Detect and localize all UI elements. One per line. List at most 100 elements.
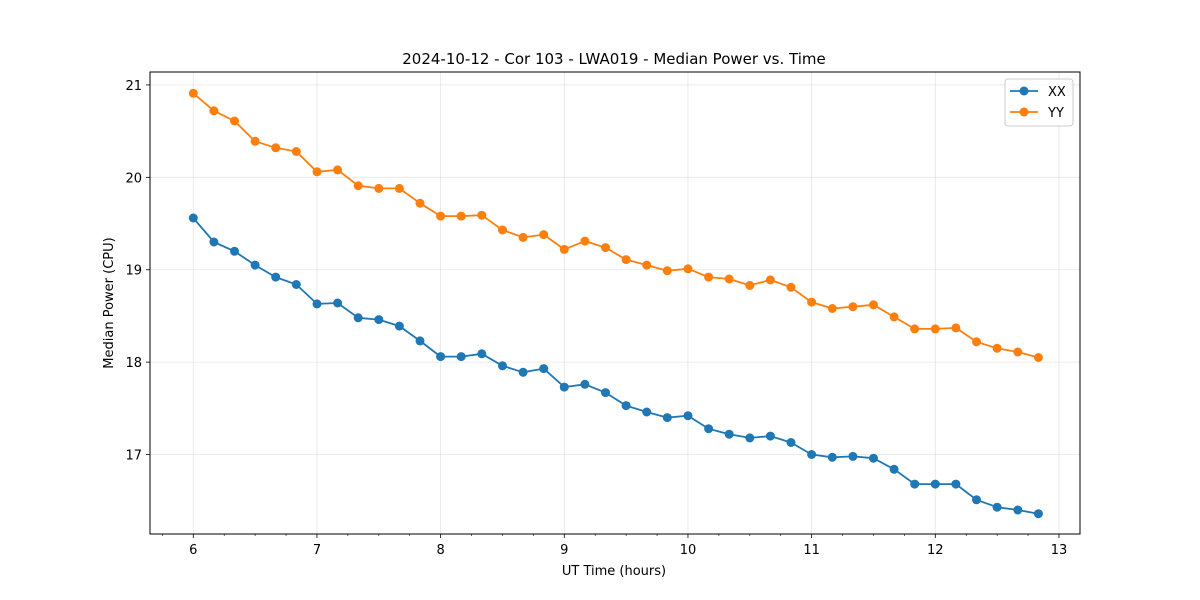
data-point-xx <box>230 246 239 256</box>
data-point-xx <box>889 464 899 474</box>
y-tick-label: 18 <box>125 356 142 371</box>
y-axis-title: Median Power (CPU) <box>102 237 117 368</box>
x-axis-title: UT Time (hours) <box>562 564 666 579</box>
data-point-xx <box>724 429 734 439</box>
data-point-yy <box>271 143 281 153</box>
data-point-yy <box>374 183 384 193</box>
data-point-yy <box>951 323 961 333</box>
data-point-xx <box>972 495 981 505</box>
data-point-yy <box>910 324 920 334</box>
data-point-yy <box>889 312 899 322</box>
data-point-yy <box>745 280 755 290</box>
data-point-xx <box>951 479 961 489</box>
data-point-yy <box>704 272 714 282</box>
data-point-yy <box>1013 347 1023 357</box>
legend-marker-xx <box>1019 86 1029 96</box>
data-point-yy <box>312 167 322 177</box>
data-point-yy <box>869 300 878 310</box>
data-point-xx <box>848 451 858 461</box>
data-point-xx <box>992 502 1002 512</box>
data-point-xx <box>704 424 714 434</box>
data-point-yy <box>456 211 466 221</box>
data-point-yy <box>188 88 198 98</box>
data-point-yy <box>992 343 1002 353</box>
data-point-xx <box>662 413 672 423</box>
data-point-yy <box>436 211 446 221</box>
data-point-xx <box>188 213 198 223</box>
data-point-yy <box>662 266 672 276</box>
legend: XX YY <box>1004 78 1074 127</box>
data-point-yy <box>559 244 569 254</box>
data-point-yy <box>394 183 404 193</box>
data-point-xx <box>910 479 920 489</box>
data-point-yy <box>353 181 363 191</box>
data-point-yy <box>250 136 260 146</box>
data-point-xx <box>436 352 446 362</box>
data-point-yy <box>498 225 507 235</box>
data-point-yy <box>415 198 425 208</box>
data-point-xx <box>415 336 425 346</box>
data-point-xx <box>353 313 363 323</box>
data-point-xx <box>765 431 775 441</box>
y-tick-label: 17 <box>125 449 142 464</box>
data-point-yy <box>580 236 590 246</box>
data-point-xx <box>456 352 466 362</box>
y-tick-label: 19 <box>125 264 142 279</box>
data-point-xx <box>559 382 569 392</box>
grid-layer <box>150 72 1080 534</box>
data-point-xx <box>539 364 549 374</box>
data-point-yy <box>972 337 981 347</box>
data-point-yy <box>601 243 610 253</box>
data-point-yy <box>477 210 487 220</box>
x-tick-label: 6 <box>189 543 197 558</box>
data-point-xx <box>209 237 219 247</box>
data-point-yy <box>621 255 631 265</box>
data-point-yy <box>518 232 528 242</box>
data-point-xx <box>1033 509 1043 519</box>
data-point-yy <box>683 264 693 274</box>
data-point-xx <box>869 453 878 463</box>
ticks-layer: 6 7 8 9 10 11 12 13 17 18 19 20 21 <box>125 79 1067 558</box>
data-point-xx <box>518 367 528 377</box>
data-point-yy <box>642 260 652 270</box>
data-point-yy <box>848 302 858 312</box>
data-point-xx <box>312 299 322 309</box>
legend-label-yy: YY <box>1047 106 1064 121</box>
data-point-xx <box>580 379 590 389</box>
y-tick-label: 21 <box>125 79 142 94</box>
data-point-xx <box>827 452 837 462</box>
data-point-yy <box>724 274 734 284</box>
data-point-yy <box>827 304 837 313</box>
data-point-xx <box>621 401 631 411</box>
legend-label-xx: XX <box>1048 85 1066 100</box>
series-layer <box>188 88 1043 519</box>
data-point-yy <box>807 297 817 307</box>
data-point-yy <box>333 165 343 175</box>
data-point-yy <box>539 230 549 240</box>
data-point-yy <box>765 275 775 285</box>
y-tick-label: 20 <box>125 171 142 186</box>
legend-marker-yy <box>1019 107 1029 117</box>
x-tick-label: 11 <box>803 543 820 558</box>
x-tick-label: 8 <box>436 543 444 558</box>
x-tick-label: 12 <box>927 543 944 558</box>
data-point-xx <box>271 272 281 282</box>
data-point-yy <box>230 116 239 126</box>
x-tick-label: 13 <box>1051 543 1068 558</box>
data-point-xx <box>642 407 652 417</box>
data-point-xx <box>250 260 260 270</box>
x-tick-label: 7 <box>313 543 321 558</box>
x-tick-label: 9 <box>560 543 568 558</box>
data-point-yy <box>1033 353 1043 362</box>
data-point-xx <box>745 433 755 443</box>
data-point-xx <box>1013 505 1023 515</box>
plot-frame <box>149 71 1081 535</box>
data-point-yy <box>209 106 219 116</box>
data-point-xx <box>333 298 343 308</box>
data-point-yy <box>930 324 940 334</box>
data-point-xx <box>477 349 487 359</box>
data-point-xx <box>394 321 404 331</box>
data-point-xx <box>930 479 940 489</box>
data-point-xx <box>498 361 507 371</box>
